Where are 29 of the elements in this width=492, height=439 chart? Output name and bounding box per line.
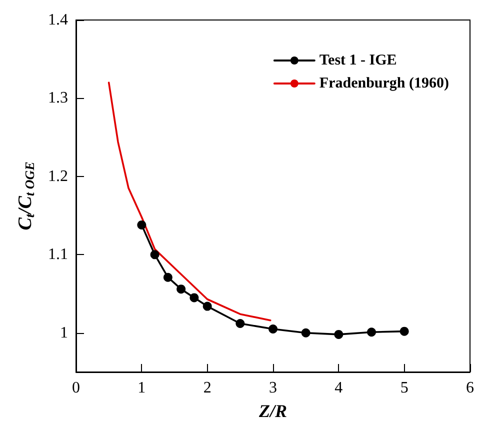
- x-tick-label: 3: [269, 380, 277, 396]
- x-tick-label: 2: [203, 380, 212, 396]
- point: [163, 272, 172, 282]
- point: [334, 330, 344, 339]
- y-tick-label: 1.4: [48, 12, 68, 28]
- y-axis-title: Ct/Ct OGE: [15, 161, 37, 230]
- point: [137, 220, 146, 230]
- y-tick-label: 1.3: [48, 90, 68, 107]
- x-tick-label: 5: [400, 380, 408, 396]
- point: [236, 319, 245, 328]
- point: [367, 328, 376, 337]
- line-series: [108, 82, 272, 322]
- legend-label: Test 1 - IGE: [319, 52, 397, 68]
- y-tick-label: 1.1: [48, 246, 68, 264]
- point: [150, 250, 160, 260]
- x-tick-label: 0: [72, 380, 80, 396]
- point: [268, 324, 278, 334]
- y-tick-label: 1: [60, 324, 68, 342]
- point: [176, 284, 186, 294]
- x-tick-label: 4: [334, 380, 343, 396]
- point: [301, 328, 310, 338]
- x-axis-title: Z/R: [258, 401, 288, 421]
- point: [190, 293, 199, 302]
- x-tick-label: 6: [466, 380, 474, 396]
- point: [202, 302, 212, 311]
- x-tick-label: 1: [138, 380, 146, 396]
- point: [400, 326, 409, 336]
- legend-label: Fradenburgh (1960): [319, 76, 450, 92]
- y-tick-label: 1.2: [48, 168, 68, 185]
